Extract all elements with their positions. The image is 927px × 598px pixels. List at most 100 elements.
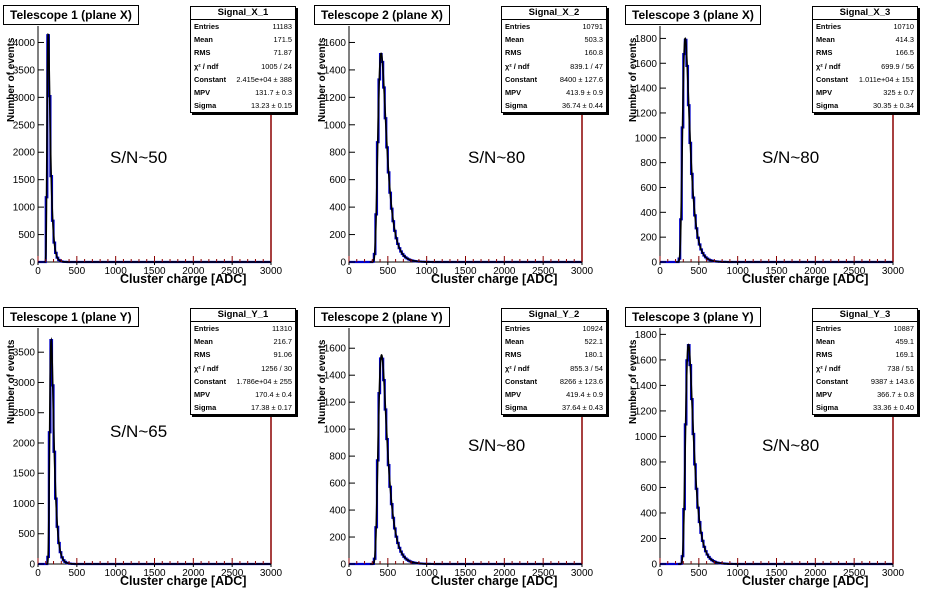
stats-key: MPV (816, 389, 833, 399)
y-tick-label: 1000 (13, 203, 36, 214)
stats-key: RMS (816, 48, 833, 58)
stats-box: Signal_Y_1 Entries 11310 Mean 216.7 RMS 91.06 χ… (190, 308, 296, 416)
stats-value: 1256 / 30 (261, 363, 292, 373)
x-tick-label: 500 (379, 568, 396, 579)
y-axis-label: Number of events (628, 37, 639, 122)
stats-row: Sigma 13.23 ± 0.15 (191, 99, 295, 112)
y-tick-label: 1600 (635, 355, 658, 366)
stats-value: 160.8 (584, 48, 604, 58)
y-tick-label: 2500 (13, 120, 36, 131)
y-tick-label: 0 (29, 258, 35, 269)
stats-row: Entries 10924 (502, 322, 606, 335)
y-axis-label: Number of events (6, 339, 17, 424)
y-tick-label: 1500 (13, 469, 36, 480)
histogram-panel: 0 500 1000 1500 2000 2500 3000 0 200 400 600 800 100… (622, 2, 922, 294)
stats-key: Sigma (194, 403, 217, 413)
stats-box: Signal_Y_2 Entries 10924 Mean 522.1 RMS 180.1 χ… (501, 308, 607, 416)
stats-row: Constant 8266 ± 123.6 (502, 375, 606, 388)
stats-key: MPV (505, 87, 522, 97)
stats-row: χ² / ndf 1256 / 30 (191, 362, 295, 375)
stats-value: 216.7 (273, 337, 293, 347)
stats-key: MPV (194, 389, 211, 399)
stats-row: RMS 169.1 (813, 348, 917, 361)
stats-row: Entries 10710 (813, 20, 917, 33)
stats-row: χ² / ndf 699.9 / 56 (813, 60, 917, 73)
x-axis-label: Cluster charge [ADC] (742, 272, 869, 286)
stats-value: 8266 ± 123.6 (559, 376, 603, 386)
stats-value: 522.1 (584, 337, 604, 347)
stats-value: 169.1 (895, 350, 915, 360)
x-tick-label: 2500 (843, 266, 866, 277)
stats-key: Sigma (505, 101, 528, 111)
stats-row: Constant 1.786e+04 ± 255 (191, 375, 295, 388)
stats-key: Constant (194, 74, 227, 84)
stats-row: RMS 160.8 (502, 46, 606, 59)
stats-key: RMS (816, 350, 833, 360)
y-tick-label: 2000 (13, 438, 36, 449)
x-tick-label: 3000 (571, 568, 594, 579)
stats-key: Constant (505, 376, 538, 386)
stats-box: Signal_X_1 Entries 11183 Mean 171.5 RMS 71.87 χ… (190, 6, 296, 114)
y-tick-label: 600 (329, 479, 346, 490)
x-tick-label: 500 (379, 266, 396, 277)
y-tick-label: 800 (640, 158, 657, 169)
stats-row: Entries 10791 (502, 20, 606, 33)
stats-value: 180.1 (584, 350, 604, 360)
y-tick-label: 1600 (324, 344, 347, 355)
y-tick-label: 1200 (635, 108, 658, 119)
x-tick-label: 1000 (727, 266, 750, 277)
histogram-panel: 0 500 1000 1500 2000 2500 3000 0 500 1000 1500 2000… (0, 2, 300, 294)
y-axis-label: Number of events (628, 339, 639, 424)
x-tick-label: 3000 (260, 568, 283, 579)
stats-value: 419.4 ± 0.9 (566, 389, 603, 399)
x-tick-label: 3000 (882, 568, 905, 579)
stats-value: 10791 (582, 22, 603, 31)
x-tick-label: 1500 (765, 266, 788, 277)
x-tick-label: 2000 (493, 568, 516, 579)
histogram-plot: 0 500 1000 1500 2000 2500 3000 0 200 400 600 800 100… (324, 26, 594, 277)
stats-row: MPV 170.4 ± 0.4 (191, 388, 295, 401)
x-axis-label: Cluster charge [ADC] (120, 272, 247, 286)
stats-box-name: Signal_Y_2 (502, 309, 606, 322)
stats-value: 2.415e+04 ± 388 (236, 74, 292, 84)
stats-value: 37.64 ± 0.43 (561, 403, 603, 413)
stats-value: 10710 (893, 22, 914, 31)
stats-key: χ² / ndf (194, 363, 219, 373)
stats-value: 131.7 ± 0.3 (255, 87, 292, 97)
stats-box-name: Signal_Y_1 (191, 309, 295, 322)
stats-key: χ² / ndf (194, 61, 219, 71)
stats-key: χ² / ndf (505, 61, 530, 71)
y-axis-label: Number of events (317, 37, 328, 122)
x-tick-label: 2500 (221, 568, 244, 579)
histogram-panel: 0 500 1000 1500 2000 2500 3000 0 200 400 600 800 100… (622, 304, 922, 596)
stats-key: Constant (816, 74, 849, 84)
stats-key: Sigma (816, 101, 839, 111)
stats-key: MPV (505, 389, 522, 399)
y-axis-label: Number of events (6, 37, 17, 122)
landau-fit-curve (45, 336, 271, 565)
stats-row: Entries 11183 (191, 20, 295, 33)
stats-row: MPV 419.4 ± 0.9 (502, 388, 606, 401)
stats-value: 33.36 ± 0.40 (872, 403, 914, 413)
y-tick-label: 4000 (13, 38, 36, 49)
panel-title: Telescope 2 (plane Y) (314, 307, 450, 327)
x-tick-label: 3000 (882, 266, 905, 277)
stats-row: χ² / ndf 1005 / 24 (191, 60, 295, 73)
y-tick-label: 1600 (324, 38, 347, 49)
y-tick-label: 400 (640, 508, 657, 519)
stats-key: Sigma (194, 101, 217, 111)
stats-key: Mean (194, 35, 213, 45)
histogram-panel: 0 500 1000 1500 2000 2500 3000 0 500 1000 1500 2000… (0, 304, 300, 596)
x-tick-label: 2000 (804, 266, 827, 277)
stats-box-name: Signal_X_3 (813, 7, 917, 20)
y-tick-label: 200 (640, 534, 657, 545)
stats-value: 366.7 ± 0.8 (877, 389, 914, 399)
x-tick-label: 2500 (843, 568, 866, 579)
x-axis-label: Cluster charge [ADC] (431, 272, 558, 286)
stats-row: Mean 503.3 (502, 33, 606, 46)
stats-value: 13.23 ± 0.15 (250, 101, 292, 111)
y-tick-label: 1200 (635, 406, 658, 417)
y-tick-label: 800 (329, 148, 346, 159)
stats-key: Mean (505, 35, 524, 45)
stats-key: RMS (505, 350, 522, 360)
